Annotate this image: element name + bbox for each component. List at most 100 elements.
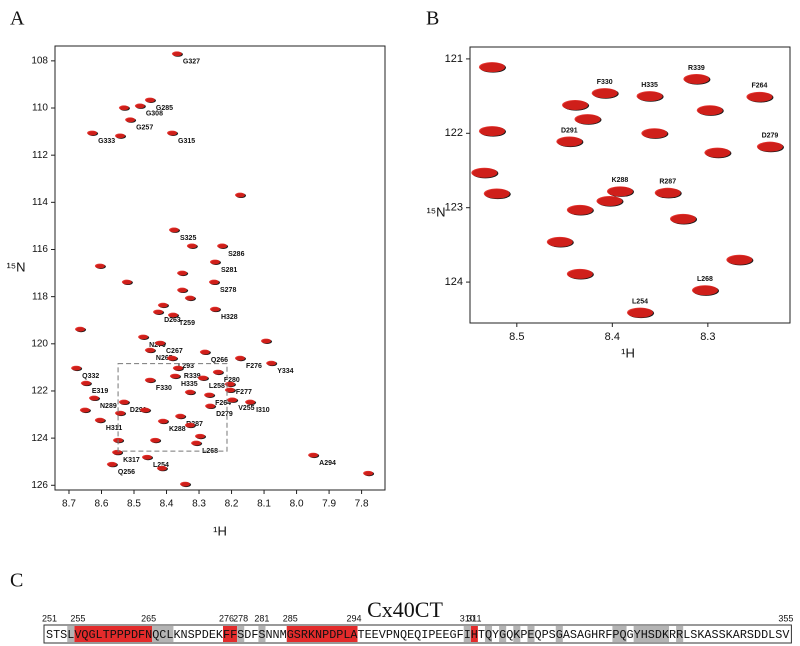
residue-number: 278	[233, 613, 248, 623]
peak	[208, 279, 219, 285]
residue-highlight	[470, 626, 478, 642]
x-tick-label: 8.5	[509, 331, 524, 343]
peak	[691, 285, 718, 296]
peak	[177, 270, 188, 276]
residue-number: 355	[778, 613, 793, 623]
residue-number: 285	[283, 613, 298, 623]
peak	[118, 399, 129, 405]
peak	[245, 399, 256, 405]
peak	[112, 449, 123, 455]
peak-label: L254	[153, 462, 169, 469]
peak	[71, 365, 82, 371]
peak-label: L254	[632, 298, 648, 305]
x-tick-label: 7.9	[322, 499, 336, 510]
residue-number: 310	[460, 613, 475, 623]
peak-label: A294	[319, 460, 336, 467]
peak-label: Q332	[82, 373, 99, 380]
y-tick-label: 114	[32, 197, 48, 208]
peak	[726, 254, 753, 265]
peak	[184, 389, 195, 395]
residue-highlight	[463, 626, 471, 642]
peak-label: G285	[156, 105, 173, 112]
peak	[591, 88, 618, 99]
panel-label: A	[10, 8, 25, 30]
residue-number: 311	[467, 613, 481, 623]
peak-label: F280	[224, 377, 240, 384]
peak-label: Q266	[211, 357, 228, 364]
peak	[121, 279, 132, 285]
residue-number: 251	[42, 613, 57, 623]
residue-highlight	[152, 626, 174, 642]
residue-highlight	[527, 626, 535, 642]
residue-highlight	[612, 626, 627, 642]
peak	[224, 387, 235, 393]
residue-highlight	[555, 626, 563, 642]
zoom-region	[117, 363, 228, 452]
y-axis-label: ¹⁵N	[426, 204, 445, 219]
peak	[234, 192, 245, 198]
sequence: STSLVQGLTPPPDFNQCLKNSPDEKFFSDFSNNMGSRKNP…	[46, 629, 789, 642]
peak-label: G257	[136, 125, 153, 132]
x-tick-label: 8.3	[700, 331, 715, 343]
residue-highlight	[67, 626, 75, 642]
peak	[224, 381, 235, 387]
peak-label: H335	[181, 381, 198, 388]
peak	[696, 105, 723, 116]
peak	[144, 377, 155, 383]
peak-label: G315	[178, 138, 195, 145]
peak	[144, 347, 155, 353]
peak	[80, 380, 91, 386]
y-tick-label: 122	[445, 127, 463, 139]
peak-label: F330	[597, 79, 613, 86]
residue-highlight	[74, 626, 153, 642]
peak	[756, 141, 783, 152]
peak	[478, 126, 505, 137]
peak	[562, 100, 589, 111]
peak	[574, 114, 601, 125]
peak-label: G333	[98, 138, 115, 145]
x-tick-label: 8.2	[225, 499, 239, 510]
y-tick-label: 118	[32, 291, 48, 302]
residue-highlight	[286, 626, 358, 642]
y-tick-label: 122	[31, 386, 48, 397]
peak-label: D263	[164, 317, 181, 324]
peak-label: F277	[236, 389, 252, 396]
peak-label: F276	[246, 363, 262, 370]
peak	[157, 302, 168, 308]
x-tick-label: 8.5	[127, 499, 141, 510]
peak-label: S278	[220, 287, 236, 294]
panel-label: C	[10, 570, 23, 592]
peak	[471, 167, 498, 178]
peak-label: R339	[184, 373, 201, 380]
y-tick-label: 120	[31, 338, 48, 349]
x-tick-label: 7.8	[355, 499, 369, 510]
peak	[94, 263, 105, 269]
peak	[195, 433, 206, 439]
peak	[704, 147, 731, 158]
peak	[636, 91, 663, 102]
peak	[142, 454, 153, 460]
peak	[115, 410, 126, 416]
residue-highlight	[633, 626, 670, 642]
peak-label: Q256	[118, 469, 135, 476]
plot-frame	[54, 45, 386, 491]
peak	[217, 243, 228, 249]
residue-number: 294	[346, 613, 361, 623]
plot-frame	[469, 46, 791, 324]
peak-label: H311	[106, 425, 122, 432]
peak	[234, 355, 245, 361]
peak-label: I310	[256, 407, 270, 414]
peak-label: F264	[215, 400, 231, 407]
peak	[134, 103, 145, 109]
x-tick-label: 8.7	[62, 499, 76, 510]
x-tick-label: 8.3	[192, 499, 206, 510]
peak-label: H335	[641, 82, 658, 89]
peak	[266, 360, 277, 366]
peak	[177, 287, 188, 293]
y-tick-label: 126	[31, 480, 48, 491]
peak	[94, 417, 105, 423]
peak-label: N289	[100, 403, 117, 410]
peak-label: F330	[156, 385, 172, 392]
peak	[363, 470, 374, 476]
peak-label: H328	[221, 314, 238, 321]
